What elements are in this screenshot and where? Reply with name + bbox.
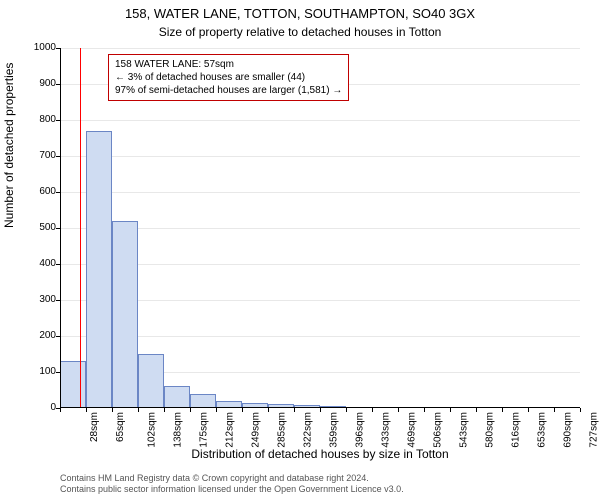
y-axis-label: Number of detached properties (2, 63, 16, 228)
plot-border (60, 48, 580, 408)
xtick-mark (502, 408, 503, 412)
ytick-mark (56, 372, 60, 373)
ytick-label: 200 (26, 330, 56, 341)
ytick-label: 1000 (26, 42, 56, 53)
ytick-mark (56, 84, 60, 85)
ytick-label: 800 (26, 114, 56, 125)
ytick-label: 100 (26, 366, 56, 377)
ytick-label: 500 (26, 222, 56, 233)
xtick-label: 396sqm (355, 412, 366, 448)
xtick-label: 506sqm (433, 412, 444, 448)
xtick-label: 653sqm (537, 412, 548, 448)
xtick-mark (86, 408, 87, 412)
ytick-label: 700 (26, 150, 56, 161)
chart-title-line2: Size of property relative to detached ho… (0, 25, 600, 39)
xtick-mark (294, 408, 295, 412)
ytick-mark (56, 48, 60, 49)
xtick-label: 249sqm (251, 412, 262, 448)
ytick-mark (56, 228, 60, 229)
ytick-mark (56, 192, 60, 193)
xtick-mark (476, 408, 477, 412)
ytick-mark (56, 336, 60, 337)
xtick-mark (190, 408, 191, 412)
xtick-label: 65sqm (115, 412, 126, 442)
xtick-label: 469sqm (407, 412, 418, 448)
xtick-mark (138, 408, 139, 412)
ytick-mark (56, 300, 60, 301)
xtick-mark (528, 408, 529, 412)
xtick-label: 359sqm (329, 412, 340, 448)
xtick-mark (216, 408, 217, 412)
xtick-mark (398, 408, 399, 412)
xtick-mark (268, 408, 269, 412)
xtick-label: 212sqm (225, 412, 236, 448)
ytick-label: 900 (26, 78, 56, 89)
xtick-mark (372, 408, 373, 412)
xtick-label: 175sqm (199, 412, 210, 448)
xtick-label: 138sqm (173, 412, 184, 448)
xtick-mark (554, 408, 555, 412)
annotation-box: 158 WATER LANE: 57sqm ← 3% of detached h… (108, 54, 349, 101)
xtick-label: 580sqm (485, 412, 496, 448)
ytick-mark (56, 120, 60, 121)
xtick-mark (112, 408, 113, 412)
xtick-label: 285sqm (277, 412, 288, 448)
xtick-label: 543sqm (459, 412, 470, 448)
histogram-chart: 28sqm65sqm102sqm138sqm175sqm212sqm249sqm… (60, 48, 580, 408)
footer-attribution: Contains HM Land Registry data © Crown c… (60, 473, 404, 496)
xtick-mark (60, 408, 61, 412)
xtick-mark (242, 408, 243, 412)
xtick-mark (320, 408, 321, 412)
ytick-label: 400 (26, 258, 56, 269)
xtick-label: 616sqm (511, 412, 522, 448)
footer-line1: Contains HM Land Registry data © Crown c… (60, 473, 404, 485)
xtick-label: 727sqm (589, 412, 600, 448)
x-axis-label: Distribution of detached houses by size … (60, 447, 580, 461)
xtick-label: 102sqm (147, 412, 158, 448)
footer-line2: Contains public sector information licen… (60, 484, 404, 496)
ytick-label: 0 (26, 402, 56, 413)
annotation-line2: ← 3% of detached houses are smaller (44) (115, 71, 342, 84)
xtick-mark (450, 408, 451, 412)
ytick-label: 600 (26, 186, 56, 197)
annotation-line1: 158 WATER LANE: 57sqm (115, 58, 342, 71)
xtick-mark (346, 408, 347, 412)
ytick-mark (56, 264, 60, 265)
ytick-mark (56, 156, 60, 157)
xtick-mark (164, 408, 165, 412)
xtick-label: 433sqm (381, 412, 392, 448)
xtick-label: 322sqm (303, 412, 314, 448)
xtick-mark (580, 408, 581, 412)
chart-title-line1: 158, WATER LANE, TOTTON, SOUTHAMPTON, SO… (0, 6, 600, 21)
xtick-mark (424, 408, 425, 412)
xtick-label: 690sqm (563, 412, 574, 448)
xtick-label: 28sqm (89, 412, 100, 442)
annotation-line3: 97% of semi-detached houses are larger (… (115, 84, 342, 97)
ytick-label: 300 (26, 294, 56, 305)
